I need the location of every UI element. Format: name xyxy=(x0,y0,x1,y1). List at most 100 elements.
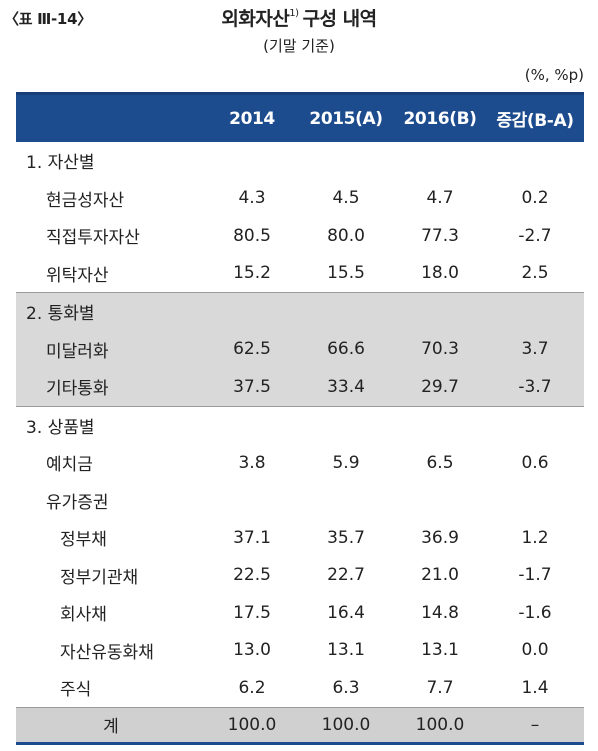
cell-value: 0.0 xyxy=(521,640,549,661)
row-label: 위탁자산 xyxy=(16,255,206,293)
row-label: 예치금 xyxy=(16,444,206,482)
cell-value xyxy=(394,142,486,180)
cell-value: 13.1 xyxy=(421,640,459,661)
row-label-text: 2. 통화별 xyxy=(26,304,95,325)
row-label: 계 xyxy=(16,706,206,745)
cell-value: 3.7 xyxy=(486,330,584,368)
row-label: 2. 통화별 xyxy=(16,292,206,331)
row-label-text: 계 xyxy=(103,717,119,737)
page-title: 외화자산1) 구성 내역 xyxy=(0,4,598,31)
cell-value: 4.7 xyxy=(426,188,454,209)
cell-value: 0.6 xyxy=(521,452,549,473)
column-header: 2016(B) xyxy=(394,92,486,142)
cell-value: 29.7 xyxy=(394,368,486,406)
row-label-text: 회사채 xyxy=(60,605,107,626)
cell-value xyxy=(486,142,584,180)
cell-value xyxy=(486,292,584,331)
table-row: 현금성자산 4.3 4.5 4.7 0.2 xyxy=(16,180,584,218)
table-row: 정부기관채 22.5 22.7 21.0 -1.7 xyxy=(16,557,584,595)
cell-value: 3.8 xyxy=(238,452,266,473)
cell-value: 100.0 xyxy=(298,706,394,745)
title-text: 외화자산 xyxy=(221,8,290,30)
cell-value: -2.7 xyxy=(518,225,552,246)
cell-value: 13.1 xyxy=(327,640,365,661)
row-label: 회사채 xyxy=(16,594,206,632)
table-row: 회사채 17.5 16.4 14.8 -1.6 xyxy=(16,594,584,632)
table-row: 정부채 37.1 35.7 36.9 1.2 xyxy=(16,519,584,557)
row-label: 자산유동화채 xyxy=(16,632,206,670)
cell-value: 37.5 xyxy=(206,368,298,406)
total-row: 계 100.0 100.0 100.0– xyxy=(16,706,584,745)
cell-value xyxy=(298,482,394,520)
cell-value: 6.3 xyxy=(332,677,360,698)
table-row: 미달러화 62.5 66.6 70.3 3.7 xyxy=(16,330,584,368)
unit-label: (%, %p) xyxy=(524,66,584,84)
cell-value xyxy=(394,405,486,444)
cell-value: 80.0 xyxy=(327,225,365,246)
cell-value: 100.0 xyxy=(394,706,486,745)
cell-value: 2.5 xyxy=(521,263,549,284)
row-label-text: 1. 자산별 xyxy=(26,153,95,174)
column-header: 2014 xyxy=(206,92,298,142)
row-label: 1. 자산별 xyxy=(16,142,206,180)
cell-value: 6.2 xyxy=(238,677,266,698)
row-label-text: 정부채 xyxy=(60,530,107,551)
cell-value: 33.4 xyxy=(298,368,394,406)
cell-value: 1.4 xyxy=(521,677,549,698)
cell-value xyxy=(298,292,394,331)
table-row: 직접투자자산 80.5 80.0 77.3 -2.7 xyxy=(16,217,584,255)
row-label: 주식 xyxy=(16,669,206,707)
cell-value: 15.2 xyxy=(233,263,271,284)
row-label-text: 기타통화 xyxy=(46,379,109,400)
row-label-text: 정부기관채 xyxy=(60,567,139,588)
cell-value: 1.2 xyxy=(521,527,549,548)
cell-value xyxy=(394,482,486,520)
row-label: 정부기관채 xyxy=(16,557,206,595)
row-label: 3. 상품별 xyxy=(16,405,206,444)
cell-value: 6.5 xyxy=(426,452,454,473)
table-row: 유가증권 xyxy=(16,482,584,520)
row-label-text: 미달러화 xyxy=(46,341,109,362)
cell-value: 77.3 xyxy=(421,225,459,246)
cell-value: 13.0 xyxy=(233,640,271,661)
cell-value: 17.5 xyxy=(233,602,271,623)
cell-value: 7.7 xyxy=(426,677,454,698)
cell-value: 100.0 xyxy=(206,706,298,745)
row-label-text: 예치금 xyxy=(46,455,93,476)
row-label: 기타통화 xyxy=(16,368,206,406)
cell-value: 36.9 xyxy=(421,527,459,548)
cell-value: 35.7 xyxy=(327,527,365,548)
table-body: 1. 자산별 현금성자산 4.3 4.5 4.7 0.2 직접투자자산 80.5 80.0 77.… xyxy=(16,142,584,745)
cell-value: 22.7 xyxy=(327,565,365,586)
cell-value: 66.6 xyxy=(298,330,394,368)
cell-value: -1.6 xyxy=(518,602,552,623)
cell-value: 14.8 xyxy=(421,602,459,623)
row-label-text: 현금성자산 xyxy=(46,190,125,211)
row-label-text: 직접투자자산 xyxy=(46,228,140,249)
table-row: 기타통화 37.5 33.4 29.7 -3.7 xyxy=(16,368,584,406)
cell-value: 4.3 xyxy=(238,188,266,209)
cell-value: 80.5 xyxy=(233,225,271,246)
title-suffix: 구성 내역 xyxy=(302,8,378,30)
table-row: 자산유동화채 13.0 13.1 13.1 0.0 xyxy=(16,632,584,670)
cell-value: 18.0 xyxy=(421,263,459,284)
section-row: 1. 자산별 xyxy=(16,142,584,180)
cell-value: – xyxy=(486,706,584,745)
subtitle: (기말 기준) xyxy=(263,37,335,55)
row-label-text: 3. 상품별 xyxy=(26,417,95,438)
row-label: 정부채 xyxy=(16,519,206,557)
table-header-row: 2014 2015(A) 2016(B) 증감(B-A) xyxy=(16,92,584,142)
cell-value xyxy=(486,482,584,520)
cell-value: 0.2 xyxy=(521,188,549,209)
section-row: 2. 통화별 xyxy=(16,292,584,331)
title-footnote-marker: 1) xyxy=(289,8,299,19)
column-header: 증감(B-A) xyxy=(486,92,584,142)
row-label-text: 유가증권 xyxy=(46,492,109,513)
section-row: 3. 상품별 xyxy=(16,405,584,444)
row-label: 직접투자자산 xyxy=(16,217,206,255)
cell-value xyxy=(206,142,298,180)
cell-value: 37.1 xyxy=(233,527,271,548)
cell-value xyxy=(486,405,584,444)
table-row: 위탁자산 15.2 15.5 18.0 2.5 xyxy=(16,255,584,293)
row-label-text: 주식 xyxy=(60,680,92,701)
